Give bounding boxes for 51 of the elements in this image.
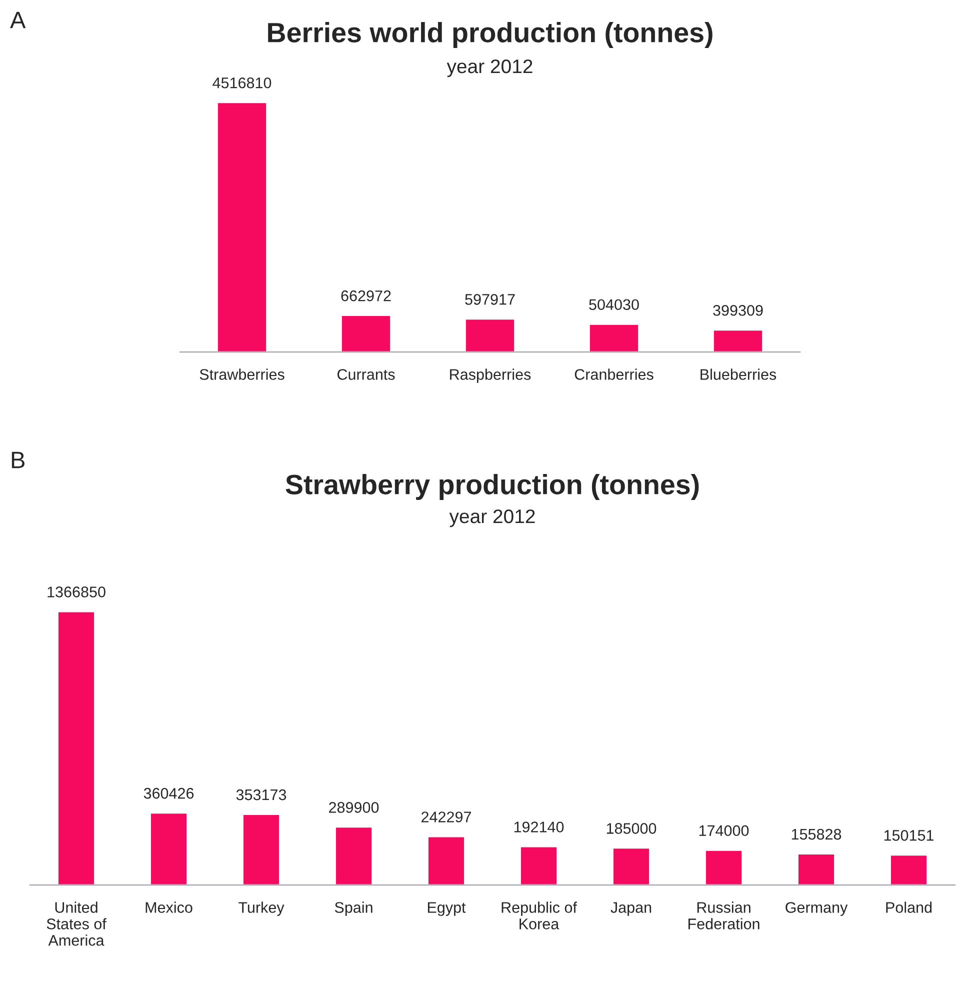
data-label: 360426 <box>144 788 194 799</box>
bar <box>797 853 836 885</box>
data-label: 242297 <box>422 812 471 822</box>
data-label: 185000 <box>606 823 656 834</box>
x-tick-label: Republic of Korea <box>502 902 577 930</box>
x-tick-label: Germany <box>786 902 848 916</box>
data-label: 662972 <box>341 290 391 302</box>
data-label: 1366850 <box>48 586 106 598</box>
x-tick-label: Strawberries <box>200 368 284 380</box>
bar <box>464 318 516 352</box>
chart-title: Strawberry production (tonnes) <box>286 474 699 500</box>
x-tick-label: Blueberries <box>700 368 776 380</box>
bar <box>612 847 650 885</box>
data-label: 4516810 <box>212 77 272 88</box>
data-label: 192140 <box>514 822 564 832</box>
text: A <box>10 12 26 28</box>
chart-subtitle: year 2012 <box>449 509 535 528</box>
bar <box>150 812 188 885</box>
data-label: 504030 <box>589 299 639 310</box>
bar <box>216 102 268 352</box>
x-tick-label: Cranberries <box>574 368 654 380</box>
data-label: 289900 <box>329 802 379 813</box>
x-tick-label: Turkey <box>238 902 284 916</box>
x-tick-label: Poland <box>886 902 932 913</box>
bar <box>340 314 392 352</box>
data-label: 399309 <box>713 304 763 316</box>
x-tick-label: Russian Federation <box>688 902 760 930</box>
bar <box>588 323 640 352</box>
data-label: 155828 <box>792 828 842 840</box>
bar <box>242 814 280 885</box>
bar <box>712 329 764 352</box>
data-label: 150151 <box>884 830 934 841</box>
x-tick-label: Raspberries <box>450 368 531 383</box>
data-label: 597917 <box>465 294 515 305</box>
chart-subtitle: year 2012 <box>446 59 532 78</box>
x-tick-label: Mexico <box>146 902 192 913</box>
x-tick-label: Spain <box>334 902 372 916</box>
bar <box>57 610 96 885</box>
bar <box>520 846 558 885</box>
bar <box>334 826 373 885</box>
bar <box>427 836 466 885</box>
x-tick-label: Egypt <box>428 902 466 916</box>
chart-title: Berries world production (tonnes) <box>268 22 712 48</box>
bar <box>704 849 743 885</box>
x-tick-label: Japan <box>610 902 652 916</box>
text: B <box>12 452 24 468</box>
bar <box>890 854 928 885</box>
x-tick-label: United States of America <box>46 902 106 946</box>
x-tick-label: Currants <box>337 369 395 380</box>
data-label: 353173 <box>236 789 286 800</box>
data-label: 174000 <box>699 825 749 836</box>
